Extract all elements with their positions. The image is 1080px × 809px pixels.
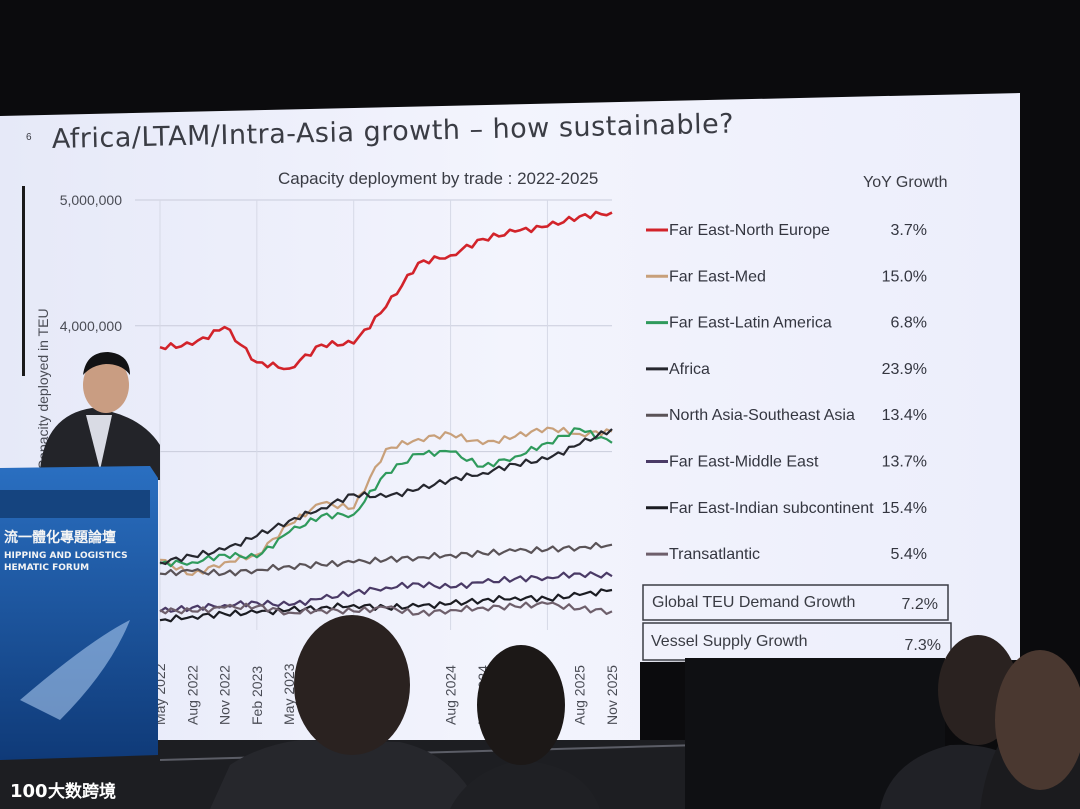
- legend-label: Far East-Med: [669, 268, 766, 285]
- summary-supply-label: Vessel Supply Growth: [651, 633, 808, 650]
- series-line-8: [159, 601, 613, 617]
- series-line-3: [159, 427, 613, 568]
- y-tick-label: 5,000,000: [60, 192, 122, 208]
- speaker-figure: [40, 352, 160, 480]
- x-tick-label: Nov 2022: [217, 665, 233, 725]
- audience-silhouettes: [210, 615, 1080, 809]
- legend-growth-value: 23.9%: [882, 361, 927, 378]
- legend-label: Far East-Latin America: [669, 315, 832, 332]
- y-axis-title: Capacity deployed in TEU: [35, 308, 51, 470]
- chart-series-lines: [159, 210, 613, 623]
- legend-label: Far East-Indian subcontinent: [669, 500, 874, 517]
- summary-box-demand: Global TEU Demand Growth 7.2%: [642, 584, 949, 621]
- podium-line-3: HEMATIC FORUM: [4, 563, 89, 573]
- legend-label: Far East-North Europe: [669, 222, 830, 239]
- yoy-growth-header: YoY Growth: [863, 174, 948, 191]
- summary-demand-label: Global TEU Demand Growth: [652, 594, 855, 611]
- legend-label: Transatlantic: [669, 546, 760, 563]
- legend-growth-value: 13.7%: [882, 454, 927, 471]
- legend-growth-value: 3.7%: [891, 222, 927, 239]
- legend-label: North Asia-Southeast Asia: [669, 407, 855, 424]
- x-tick-label: Nov 2025: [604, 665, 620, 725]
- legend-growth-value: 6.8%: [891, 315, 927, 332]
- legend-growth-value: 15.0%: [882, 268, 927, 285]
- y-tick-label: 4,000,000: [60, 318, 122, 334]
- series-line-2: [159, 426, 613, 576]
- chart-subtitle: Capacity deployment by trade : 2022-2025: [278, 169, 598, 188]
- summary-supply-value: 7.3%: [905, 637, 941, 654]
- watermark: 100 大数跨境: [10, 781, 116, 802]
- series-line-5: [159, 541, 613, 577]
- summary-demand-value: 7.2%: [902, 596, 938, 613]
- podium: 流一體化專題論壇 HIPPING AND LOGISTICS HEMATIC F…: [0, 466, 158, 760]
- watermark-logo: 100: [10, 781, 48, 802]
- slide-left-bar: [22, 186, 25, 376]
- x-tick-label: Feb 2023: [249, 666, 265, 725]
- legend-growth-value: 15.4%: [882, 500, 927, 517]
- slide-page-number: 6: [26, 132, 32, 143]
- x-tick-label: Aug 2024: [443, 665, 459, 725]
- series-line-1: [159, 210, 613, 371]
- x-tick-label: Aug 2022: [184, 665, 200, 725]
- legend-growth-value: 13.4%: [882, 407, 927, 424]
- x-tick-label: Aug 2025: [572, 665, 588, 725]
- chart-legend: Far East-North Europe 3.7% Far East-Med 15.…: [646, 222, 927, 563]
- legend-growth-value: 5.4%: [891, 546, 927, 563]
- watermark-text: 大数跨境: [48, 781, 116, 802]
- legend-label: Africa: [669, 361, 710, 378]
- series-line-4: [159, 428, 613, 566]
- x-tick-label: May 2023: [281, 663, 297, 725]
- series-line-6: [159, 571, 613, 613]
- legend-label: Far East-Middle East: [669, 454, 819, 471]
- podium-line-2: HIPPING AND LOGISTICS: [4, 551, 128, 561]
- podium-line-1: 流一體化專題論壇: [4, 529, 116, 546]
